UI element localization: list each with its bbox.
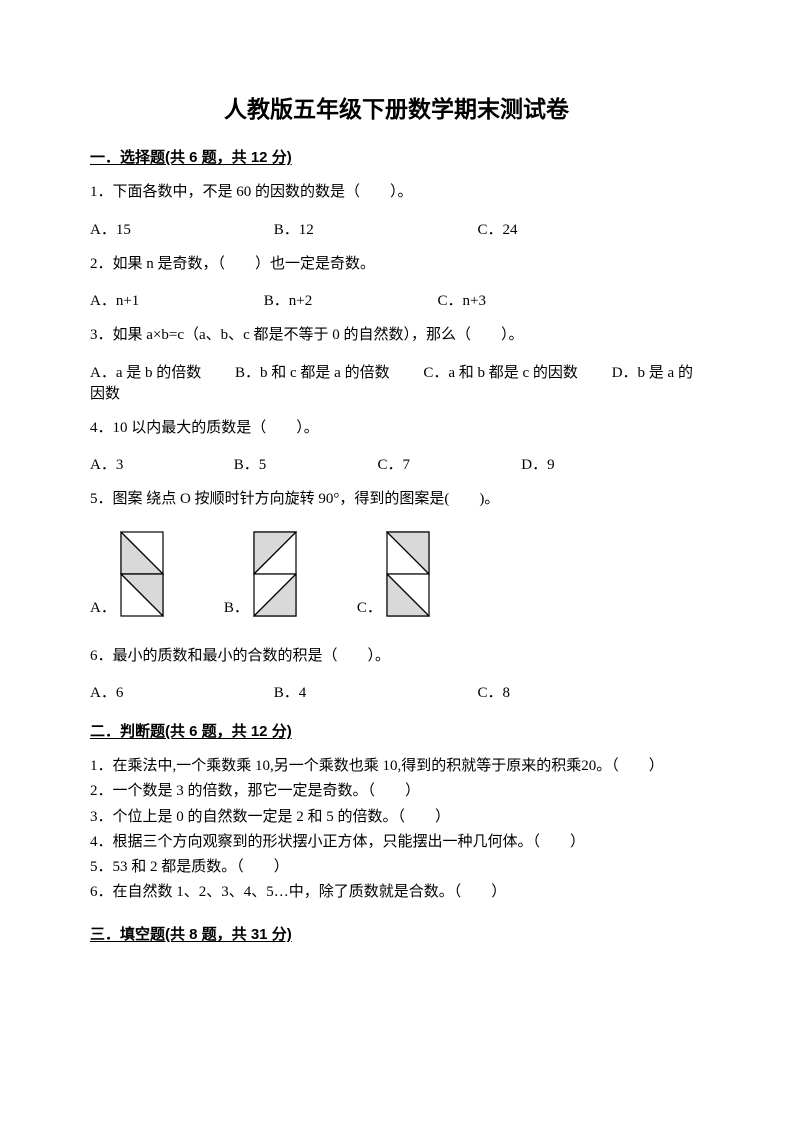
j5: 5．53 和 2 都是质数。（ ） bbox=[90, 856, 703, 879]
q1-options: A．15 B．12 C．24 bbox=[90, 218, 703, 239]
q5-label-c: C． bbox=[357, 596, 382, 617]
q4-opt-d: D．9 bbox=[521, 453, 554, 474]
j6: 6．在自然数 1、2、3、4、5…中，除了质数就是合数。（ ） bbox=[90, 881, 703, 904]
q3-opt-a: A．a 是 b 的倍数 bbox=[90, 365, 201, 381]
q4-opt-a: A．3 bbox=[90, 453, 230, 474]
section-2-head: 二．判断题(共 6 题，共 12 分) bbox=[90, 720, 703, 741]
q1-opt-a: A．15 bbox=[90, 218, 270, 239]
q6-opt-c: C．8 bbox=[478, 681, 511, 702]
q1-text: 1．下面各数中，不是 60 的因数的数是（ ）。 bbox=[90, 181, 703, 204]
section-3-head: 三．填空题(共 8 题，共 31 分) bbox=[90, 923, 703, 944]
q2-opt-a: A．n+1 bbox=[90, 289, 260, 310]
q6-opt-a: A．6 bbox=[90, 681, 270, 702]
q2-text: 2．如果 n 是奇数，（ ）也一定是奇数。 bbox=[90, 253, 703, 276]
q3-text: 3．如果 a×b=c（a、b、c 都是不等于 0 的自然数），那么（ ）。 bbox=[90, 324, 703, 347]
q5-label-a: A． bbox=[90, 596, 116, 617]
q2-opt-c: C．n+3 bbox=[438, 289, 486, 310]
q1-opt-b: B．12 bbox=[274, 218, 474, 239]
q5-opt-b: B． bbox=[224, 531, 297, 617]
j3: 3．个位上是 0 的自然数一定是 2 和 5 的倍数。（ ） bbox=[90, 806, 703, 829]
q4-options: A．3 B．5 C．7 D．9 bbox=[90, 453, 703, 474]
pattern-a-icon bbox=[120, 531, 164, 617]
q2-opt-b: B．n+2 bbox=[264, 289, 434, 310]
q6-opt-b: B．4 bbox=[274, 681, 474, 702]
pattern-b-icon bbox=[253, 531, 297, 617]
q4-opt-c: C．7 bbox=[378, 453, 518, 474]
q4-opt-b: B．5 bbox=[234, 453, 374, 474]
q5-opt-a: A． bbox=[90, 531, 164, 617]
q3-options: A．a 是 b 的倍数 B．b 和 c 都是 a 的倍数 C．a 和 b 都是 … bbox=[90, 361, 703, 403]
q4-text: 4．10 以内最大的质数是（ ）。 bbox=[90, 417, 703, 440]
j1: 1．在乘法中,一个乘数乘 10,另一个乘数也乘 10,得到的积就等于原来的积乘2… bbox=[90, 755, 703, 778]
q2-options: A．n+1 B．n+2 C．n+3 bbox=[90, 289, 703, 310]
section-1-head: 一．选择题(共 6 题，共 12 分) bbox=[90, 146, 703, 167]
q3-opt-c: C．a 和 b 都是 c 的因数 bbox=[423, 365, 578, 381]
q3-opt-b: B．b 和 c 都是 a 的倍数 bbox=[235, 365, 390, 381]
page-title: 人教版五年级下册数学期末测试卷 bbox=[90, 90, 703, 124]
q1-opt-c: C．24 bbox=[478, 218, 518, 239]
q5-opt-c: C． bbox=[357, 531, 430, 617]
q6-text: 6．最小的质数和最小的合数的积是（ ）。 bbox=[90, 645, 703, 668]
q6-options: A．6 B．4 C．8 bbox=[90, 681, 703, 702]
exam-page: 人教版五年级下册数学期末测试卷 一．选择题(共 6 题，共 12 分) 1．下面… bbox=[0, 0, 793, 1122]
j4: 4．根据三个方向观察到的形状摆小正方体，只能摆出一种几何体。（ ） bbox=[90, 831, 703, 854]
q5-options: A． B． bbox=[90, 531, 703, 617]
pattern-c-icon bbox=[386, 531, 430, 617]
q5-label-b: B． bbox=[224, 596, 249, 617]
q5-text: 5．图案 绕点 O 按顺时针方向旋转 90°，得到的图案是( )。 bbox=[90, 488, 703, 511]
j2: 2．一个数是 3 的倍数，那它一定是奇数。（ ） bbox=[90, 780, 703, 803]
